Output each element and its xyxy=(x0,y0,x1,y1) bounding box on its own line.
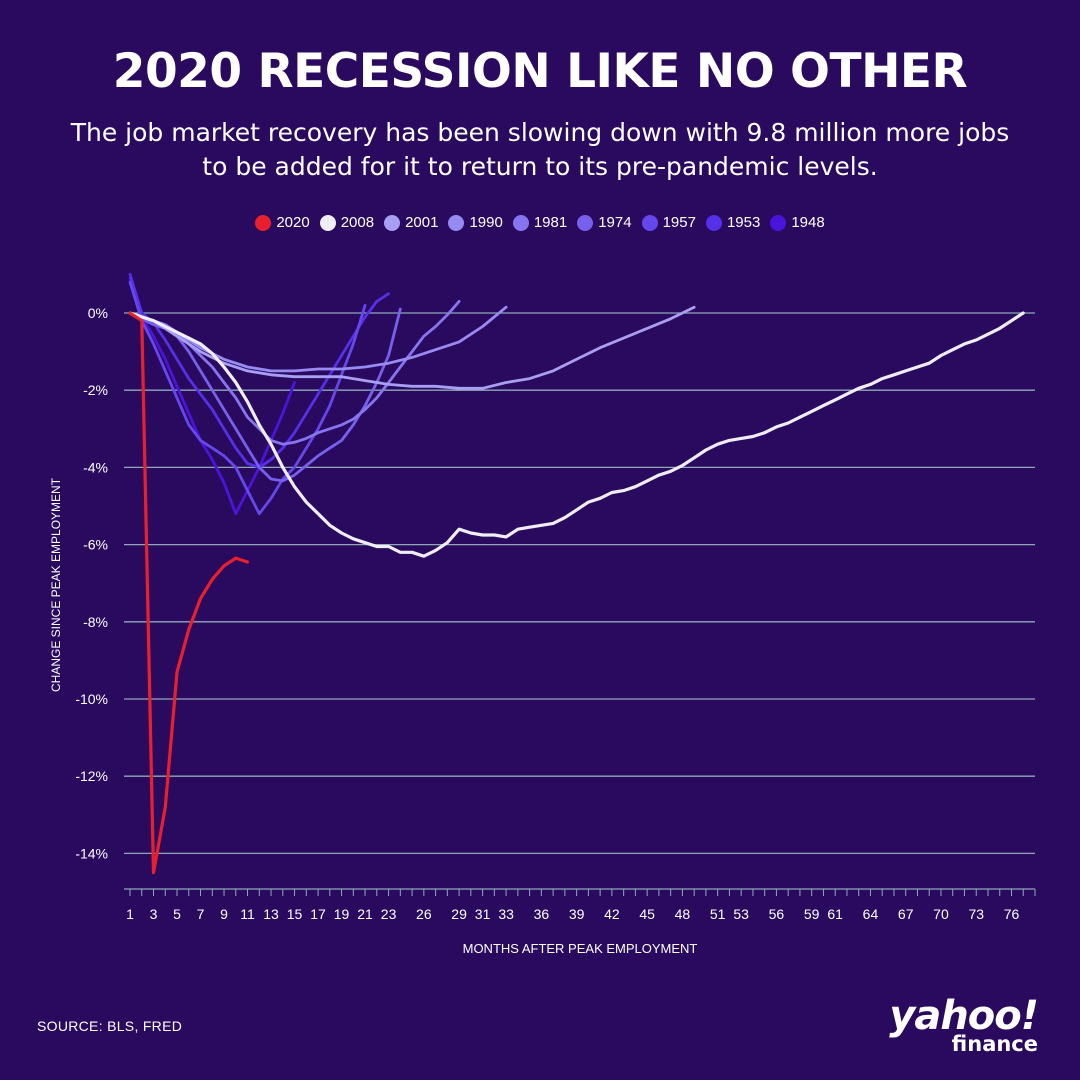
x-tick-label: 59 xyxy=(804,906,820,922)
legend-swatch xyxy=(319,214,336,231)
legend-label: 1990 xyxy=(469,214,503,231)
y-tick-label: -14% xyxy=(75,845,108,861)
legend-swatch xyxy=(705,214,722,231)
legend-label: 2001 xyxy=(405,214,439,231)
x-tick-label: 26 xyxy=(416,906,432,922)
y-tick-label: 0% xyxy=(88,305,108,321)
x-tick-label: 11 xyxy=(240,906,255,922)
x-tick-label: 1 xyxy=(126,906,134,922)
x-tick-label: 19 xyxy=(334,906,350,922)
legend-label: 1953 xyxy=(726,214,761,231)
x-tick-label: 45 xyxy=(639,906,655,922)
legend-swatch xyxy=(641,214,658,231)
legend-item-2008: 2008 xyxy=(319,214,375,231)
legend-label: 1957 xyxy=(662,214,696,231)
x-tick-label: 5 xyxy=(173,906,181,922)
legend-label: 1981 xyxy=(533,214,568,231)
legend-swatch xyxy=(512,214,529,231)
x-tick-label: 48 xyxy=(675,906,691,922)
x-tick-label: 21 xyxy=(357,906,373,922)
y-tick-label: -12% xyxy=(75,768,108,784)
x-tick-label: 29 xyxy=(451,906,467,922)
series-line-2008 xyxy=(128,311,1025,558)
legend-swatch xyxy=(384,214,401,231)
series-line-1981 xyxy=(128,300,461,446)
legend-item-1948: 1948 xyxy=(770,214,825,231)
logo-main-text: yahoo! xyxy=(889,993,1039,1039)
x-tick-label: 70 xyxy=(933,906,949,922)
x-tick-label: 76 xyxy=(1004,906,1020,922)
chart-legend: 2020 2008 2001 1990 1981 1974 1957 1953 1948 xyxy=(0,214,1080,231)
series-line-2020 xyxy=(128,311,250,875)
series-line-2001 xyxy=(128,305,696,390)
legend-label: 1948 xyxy=(791,214,825,231)
x-axis-label: MONTHS AFTER PEAK EMPLOYMENT xyxy=(463,941,698,956)
x-tick-label: 53 xyxy=(733,906,749,922)
legend-item-1981: 1981 xyxy=(512,214,568,231)
legend-label: 2020 xyxy=(276,214,310,231)
legend-item-1953: 1953 xyxy=(705,214,761,231)
x-tick-label: 67 xyxy=(898,906,914,922)
x-tick-label: 23 xyxy=(381,906,397,922)
chart-subtitle: The job market recovery has been slowing… xyxy=(70,118,1010,181)
x-tick-label: 56 xyxy=(769,906,785,922)
legend-label: 1974 xyxy=(598,214,632,231)
legend-item-2020: 2020 xyxy=(255,214,310,231)
legend-swatch xyxy=(448,214,465,231)
legend-swatch xyxy=(770,214,787,231)
series-line-1948 xyxy=(128,276,296,516)
x-tick-label: 33 xyxy=(498,906,514,922)
series-line-1990 xyxy=(128,305,508,373)
series-line-1953 xyxy=(128,273,390,469)
legend-item-1974: 1974 xyxy=(577,214,632,231)
y-tick-label: -4% xyxy=(83,459,108,475)
x-tick-label: 42 xyxy=(604,906,620,922)
series-line-1957 xyxy=(128,280,367,516)
y-axis-label: CHANGE SINCE PEAK EMPLOYMENT xyxy=(49,477,63,692)
legend-label: 2008 xyxy=(340,214,375,231)
x-tick-label: 7 xyxy=(197,906,205,922)
yahoo-finance-logo: yahoo! finance xyxy=(889,993,1039,1056)
x-tick-label: 73 xyxy=(968,906,984,922)
source-note: SOURCE: BLS, FRED xyxy=(37,1018,183,1034)
legend-item-2001: 2001 xyxy=(384,214,438,231)
y-tick-label: -8% xyxy=(83,614,108,630)
x-tick-label: 51 xyxy=(710,906,726,922)
logo-sub-text: finance xyxy=(951,1032,1038,1056)
x-tick-label: 15 xyxy=(287,906,303,922)
x-tick-label: 36 xyxy=(534,906,550,922)
legend-item-1957: 1957 xyxy=(641,214,696,231)
chart-title: 2020 RECESSION LIKE NO OTHER xyxy=(112,44,968,99)
legend-swatch xyxy=(255,214,272,231)
x-tick-label: 9 xyxy=(220,906,228,922)
x-tick-label: 61 xyxy=(827,906,843,922)
x-tick-label: 31 xyxy=(475,906,491,922)
x-tick-label: 39 xyxy=(569,906,585,922)
legend-swatch xyxy=(577,214,594,231)
x-tick-label: 13 xyxy=(263,906,279,922)
x-tick-label: 17 xyxy=(310,906,326,922)
legend-item-1990: 1990 xyxy=(448,214,503,231)
x-tick-label: 64 xyxy=(863,906,879,922)
x-tick-label: 3 xyxy=(150,906,158,922)
y-tick-label: -10% xyxy=(75,691,108,707)
y-tick-label: -2% xyxy=(83,382,108,398)
y-tick-label: -6% xyxy=(83,537,108,553)
